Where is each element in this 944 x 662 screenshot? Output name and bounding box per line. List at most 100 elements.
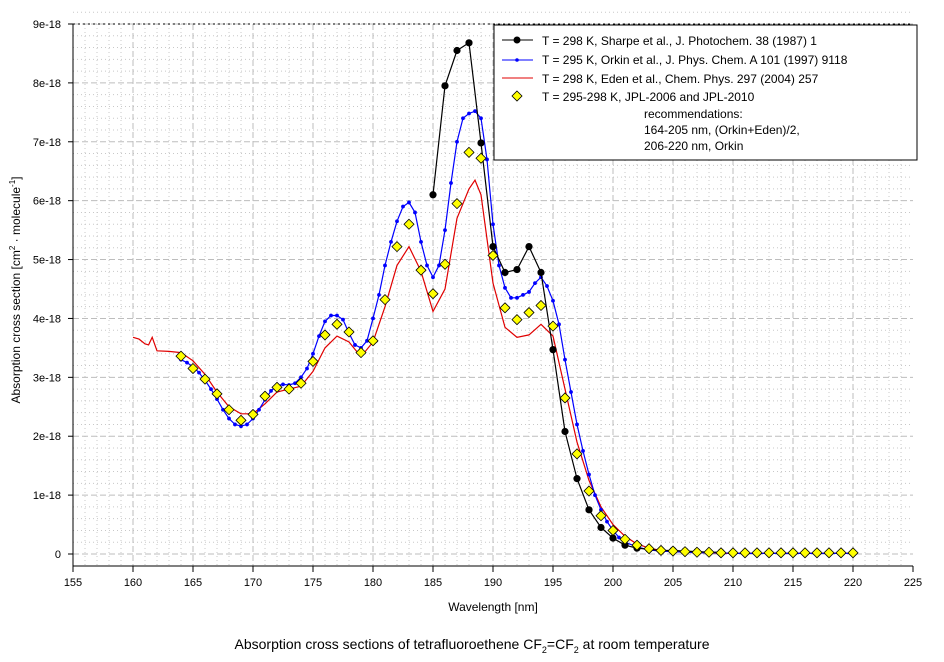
- legend-entry-sharpe: T = 298 K, Sharpe et al., J. Photochem. …: [502, 34, 817, 48]
- data-point: [341, 317, 345, 322]
- data-point: [407, 200, 411, 205]
- legend-label-jpl-line: recommendations:: [644, 107, 743, 121]
- data-point: [461, 116, 465, 121]
- title-sub: 2: [541, 644, 547, 655]
- data-point: [595, 510, 607, 522]
- data-point: [621, 541, 629, 549]
- data-point: [443, 228, 447, 233]
- legend-entry-eden: T = 298 K, Eden et al., Chem. Phys. 297 …: [502, 72, 819, 86]
- x-tick-label: 225: [904, 577, 922, 589]
- data-point: [513, 265, 521, 274]
- data-point: [247, 408, 259, 420]
- data-point: [617, 535, 621, 540]
- x-tick-label: 175: [304, 577, 322, 589]
- y-tick-label: 0: [55, 549, 61, 561]
- data-point: [451, 198, 463, 210]
- data-point: [335, 313, 339, 318]
- data-point: [503, 285, 507, 290]
- title-part: =CF: [546, 636, 574, 652]
- data-point: [187, 362, 199, 375]
- data-point: [575, 422, 579, 427]
- chart: 0 1e-18 2e-18 3e-18 4e-18 5e-18 6e-18 7e-18 8e-1…: [8, 11, 922, 614]
- data-point: [823, 547, 835, 559]
- data-point: [455, 139, 459, 144]
- data-point: [293, 381, 297, 386]
- data-point: [419, 239, 423, 244]
- y-axis-label-sup: -1: [8, 179, 17, 187]
- legend-label-sharpe: T = 298 K, Sharpe et al., J. Photochem. …: [542, 34, 817, 48]
- chart-title: Absorption cross sections of tetrafluoro…: [0, 636, 944, 655]
- data-point: [537, 268, 545, 277]
- data-point: [401, 204, 405, 209]
- data-point: [545, 284, 549, 288]
- grid: [73, 11, 913, 566]
- data-point: [643, 543, 655, 555]
- data-point: [259, 390, 271, 402]
- data-point: [573, 475, 581, 483]
- data-point: [209, 387, 213, 392]
- data-point: [391, 241, 403, 253]
- data-point: [787, 547, 799, 559]
- data-point: [307, 355, 319, 367]
- legend-marker-orkin: [515, 58, 519, 62]
- data-point: [233, 422, 237, 427]
- data-point: [441, 82, 449, 90]
- data-point: [491, 222, 495, 227]
- data-point: [599, 507, 603, 512]
- data-point: [439, 258, 451, 270]
- data-point: [465, 39, 473, 47]
- legend-label-jpl-line: 164-205 nm, (Orkin+Eden)/2,: [644, 123, 800, 137]
- data-point: [479, 116, 483, 121]
- y-tick-label: 1e-18: [33, 490, 61, 502]
- data-point: [551, 298, 555, 303]
- data-point: [739, 547, 751, 559]
- data-point: [453, 46, 461, 55]
- y-tick-label: 6e-18: [33, 196, 61, 208]
- x-tick-label: 170: [244, 577, 262, 589]
- x-tick-label: 215: [784, 577, 802, 589]
- x-tick-label: 180: [364, 577, 382, 589]
- data-point: [389, 239, 393, 244]
- x-axis-ticks: 155 160 165 170 175 180 185 190 195 200 205 210 215 2…: [64, 566, 922, 589]
- data-point: [329, 313, 333, 318]
- data-point: [727, 547, 739, 559]
- data-point: [413, 210, 417, 215]
- data-point: [509, 295, 513, 300]
- data-point: [323, 319, 327, 324]
- y-tick-label: 4e-18: [33, 313, 61, 325]
- data-point: [679, 546, 691, 558]
- x-tick-label: 200: [604, 577, 622, 589]
- data-point: [499, 302, 511, 314]
- data-point: [235, 414, 247, 426]
- legend-box: [493, 24, 918, 161]
- data-point: [257, 407, 261, 412]
- legend-marker-jpl: [511, 90, 523, 102]
- data-point: [431, 275, 435, 280]
- data-point: [415, 264, 427, 276]
- x-axis-label: Wavelength [nm]: [448, 600, 538, 614]
- y-tick-label: 3e-18: [33, 372, 61, 384]
- data-point: [533, 281, 537, 286]
- data-point: [523, 306, 535, 319]
- data-point: [449, 181, 453, 185]
- data-point: [811, 547, 823, 559]
- data-point: [383, 263, 387, 268]
- data-point: [489, 243, 497, 251]
- title-sub: 2: [573, 644, 579, 655]
- data-point: [605, 519, 609, 524]
- legend-label-orkin: T = 295 K, Orkin et al., J. Phys. Chem. …: [542, 53, 848, 67]
- x-tick-label: 155: [64, 577, 82, 589]
- data-point: [367, 335, 379, 347]
- data-point: [223, 404, 235, 416]
- data-point: [667, 545, 679, 557]
- data-point: [587, 472, 591, 477]
- x-tick-label: 190: [484, 577, 502, 589]
- data-point: [631, 539, 643, 551]
- data-point: [515, 295, 519, 300]
- data-point: [691, 546, 703, 558]
- x-tick-label: 165: [184, 577, 202, 589]
- data-point: [239, 424, 243, 429]
- legend-marker-sharpe: [513, 36, 521, 44]
- x-tick-label: 210: [724, 577, 742, 589]
- data-point: [511, 314, 523, 326]
